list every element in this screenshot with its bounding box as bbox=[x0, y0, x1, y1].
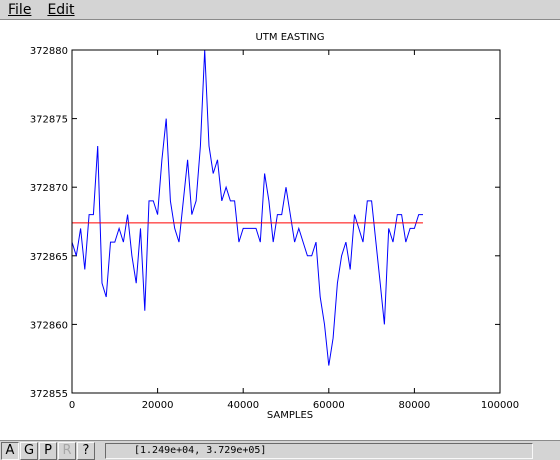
x-tick-label: 40000 bbox=[227, 400, 259, 411]
menu-file[interactable]: File bbox=[0, 0, 39, 20]
menu-edit[interactable]: Edit bbox=[39, 0, 82, 20]
y-tick-label: 372875 bbox=[30, 115, 68, 126]
x-tick-label: 0 bbox=[69, 400, 75, 411]
menu-file-label: File bbox=[8, 1, 32, 18]
chart-title: UTM EASTING bbox=[255, 32, 324, 43]
x-tick-label: 60000 bbox=[313, 400, 345, 411]
line-chart[interactable]: UTM EASTING 3728553728603728653728703728… bbox=[0, 20, 560, 440]
menu-bar: File Edit bbox=[0, 0, 560, 20]
y-tick-label: 372860 bbox=[30, 320, 68, 331]
y-tick-label: 372880 bbox=[30, 46, 68, 57]
print-button[interactable]: P bbox=[39, 441, 57, 460]
y-tick-label: 372865 bbox=[30, 252, 68, 263]
y-tick-label: 372870 bbox=[30, 183, 68, 194]
data-series-line bbox=[71, 49, 423, 366]
x-tick-label: 100000 bbox=[481, 400, 519, 411]
data-trace bbox=[71, 49, 423, 366]
coordinate-readout: [1.249e+04, 3.729e+05] bbox=[105, 442, 533, 459]
help-button[interactable]: ? bbox=[77, 441, 95, 460]
toolbar: A G P R ? [1.249e+04, 3.729e+05] bbox=[0, 440, 560, 460]
plot-frame bbox=[71, 49, 501, 394]
axes-ticks: 372855 372860 372865 372870 372875 372880 0 200… bbox=[30, 46, 519, 411]
replot-button[interactable]: R bbox=[58, 441, 76, 460]
autoscale-button[interactable]: A bbox=[1, 441, 19, 460]
grid-button[interactable]: G bbox=[20, 441, 38, 460]
x-axis-label: SAMPLES bbox=[267, 410, 313, 421]
x-tick-label: 80000 bbox=[398, 400, 430, 411]
menu-edit-label: Edit bbox=[47, 1, 75, 18]
x-tick-label: 20000 bbox=[142, 400, 174, 411]
y-tick-label: 372855 bbox=[30, 389, 68, 400]
